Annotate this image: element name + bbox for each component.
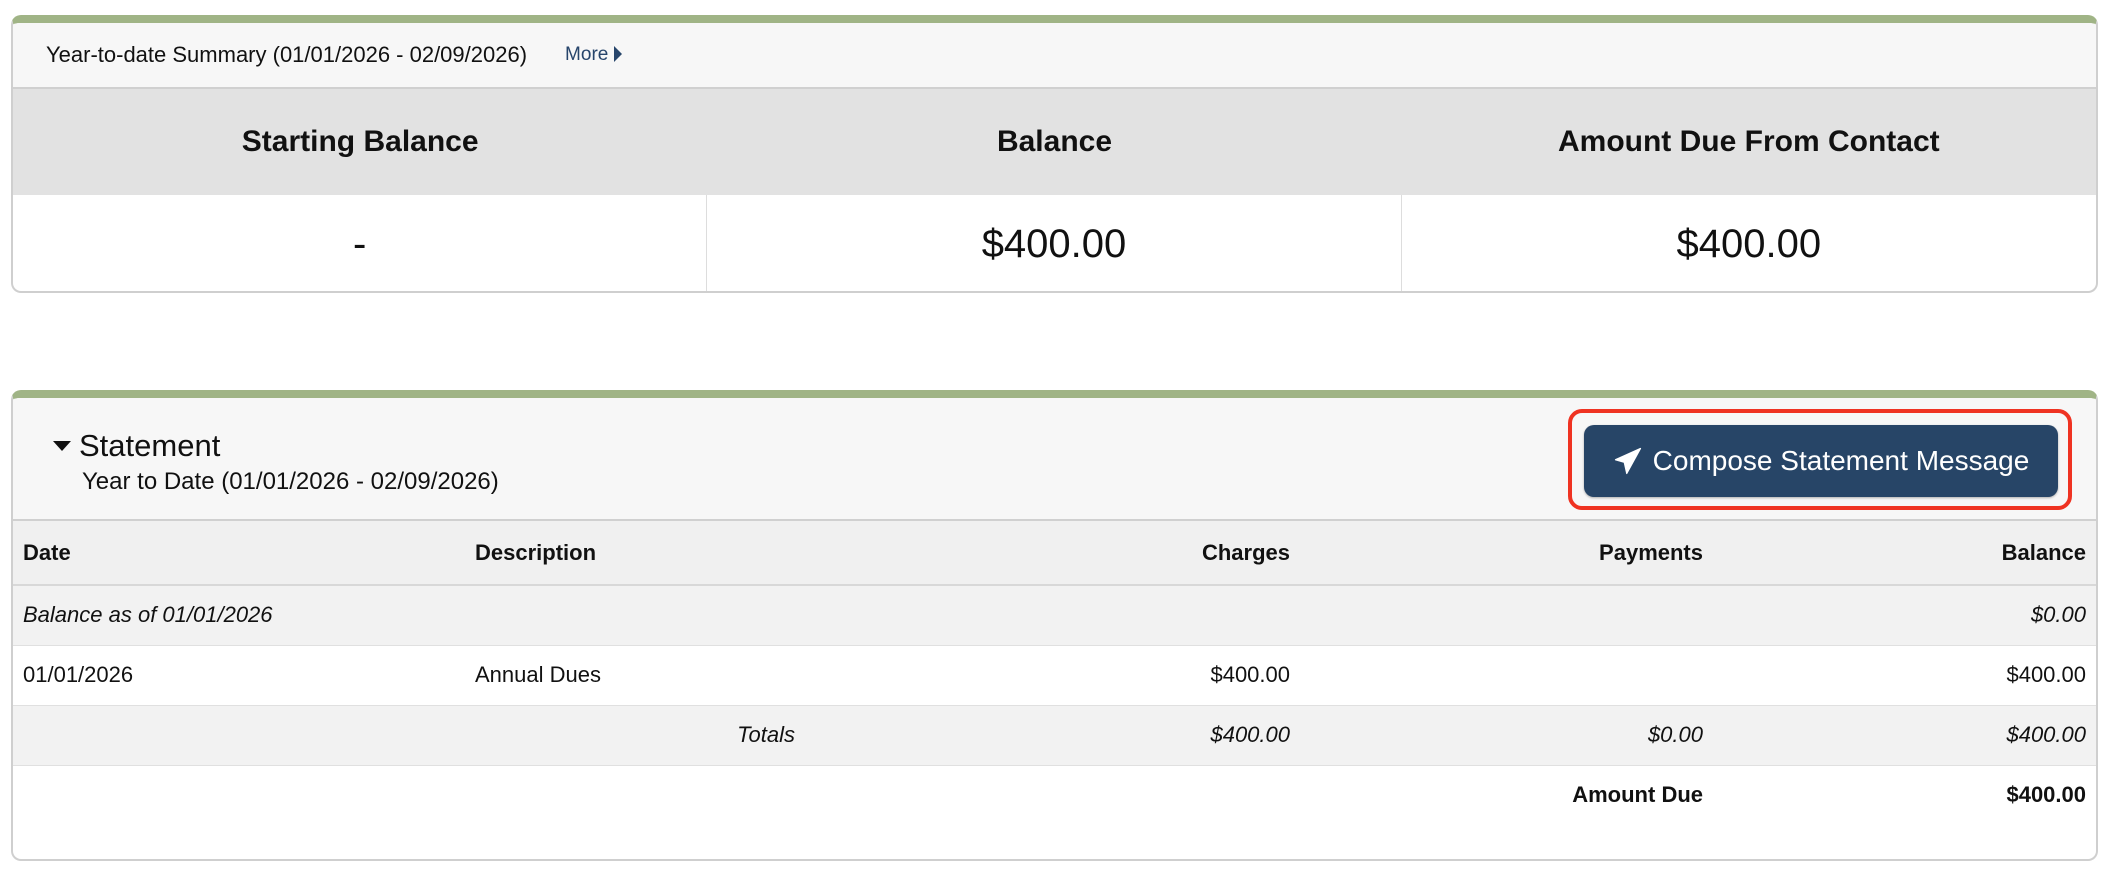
more-label: More [565, 44, 609, 65]
balance-header: Balance [707, 89, 1402, 195]
table-row: 01/01/2026 Annual Dues $400.00 $400.00 [13, 645, 2096, 706]
totals-row: Totals $400.00 $0.00 $400.00 [13, 705, 2096, 766]
statement-table: Date Description Charges Payments Balanc… [13, 521, 2096, 825]
col-date: Date [13, 521, 465, 586]
statement-panel: Statement Year to Date (01/01/2026 - 02/… [11, 390, 2098, 861]
amount-due-value: $400.00 [1676, 221, 1822, 266]
amount-due-header: Amount Due From Contact [1401, 89, 2096, 195]
opening-label: Balance as of 01/01/2026 [13, 585, 985, 646]
row-charges: $400.00 [985, 645, 1300, 706]
statement-subtitle: Year to Date (01/01/2026 - 02/09/2026) [82, 468, 499, 495]
amount-due-label: Amount Due [1572, 782, 1703, 808]
opening-balance-row: Balance as of 01/01/2026 $0.00 [13, 585, 2096, 646]
summary-header: Year-to-date Summary (01/01/2026 - 02/09… [13, 23, 2096, 89]
totals-label: Totals [465, 705, 985, 766]
compose-statement-message-button[interactable]: Compose Statement Message [1584, 425, 2058, 497]
balance-value: $400.00 [707, 195, 1402, 291]
amount-due-total: $400.00 [2006, 782, 2086, 808]
col-balance: Balance [1713, 521, 2096, 586]
col-description: Description [465, 521, 985, 586]
caret-down-icon [53, 441, 71, 451]
starting-balance-header: Starting Balance [13, 89, 708, 195]
totals-balance: $400.00 [1713, 705, 2096, 766]
compose-label: Compose Statement Message [1652, 445, 2030, 476]
row-balance: $400.00 [1713, 645, 2096, 706]
more-link[interactable]: More [565, 44, 623, 66]
highlight-outline [1568, 409, 2072, 510]
col-charges: Charges [985, 521, 1300, 586]
ytd-summary-panel: Year-to-date Summary (01/01/2026 - 02/09… [11, 15, 2098, 293]
row-payments [1300, 645, 1713, 706]
table-header-row: Date Description Charges Payments Balanc… [13, 521, 2096, 586]
row-description: Annual Dues [465, 645, 985, 706]
col-payments: Payments [1300, 521, 1713, 586]
statement-header: Statement Year to Date (01/01/2026 - 02/… [13, 398, 2096, 521]
opening-balance: $0.00 [1713, 585, 2096, 646]
statement-title: Statement [79, 428, 221, 463]
starting-balance-value: - [13, 195, 708, 291]
totals-charges: $400.00 [985, 705, 1300, 766]
totals-payments: $0.00 [1300, 705, 1713, 766]
summary-grid: Starting Balance Balance Amount Due From… [13, 89, 2096, 291]
statement-toggle[interactable]: Statement [53, 428, 220, 464]
amount-due-row: Amount Due $400.00 [13, 765, 2096, 825]
paper-plane-icon [1614, 447, 1641, 475]
row-date: 01/01/2026 [13, 645, 465, 706]
summary-title: Year-to-date Summary (01/01/2026 - 02/09… [46, 42, 528, 67]
caret-right-icon [614, 46, 623, 62]
